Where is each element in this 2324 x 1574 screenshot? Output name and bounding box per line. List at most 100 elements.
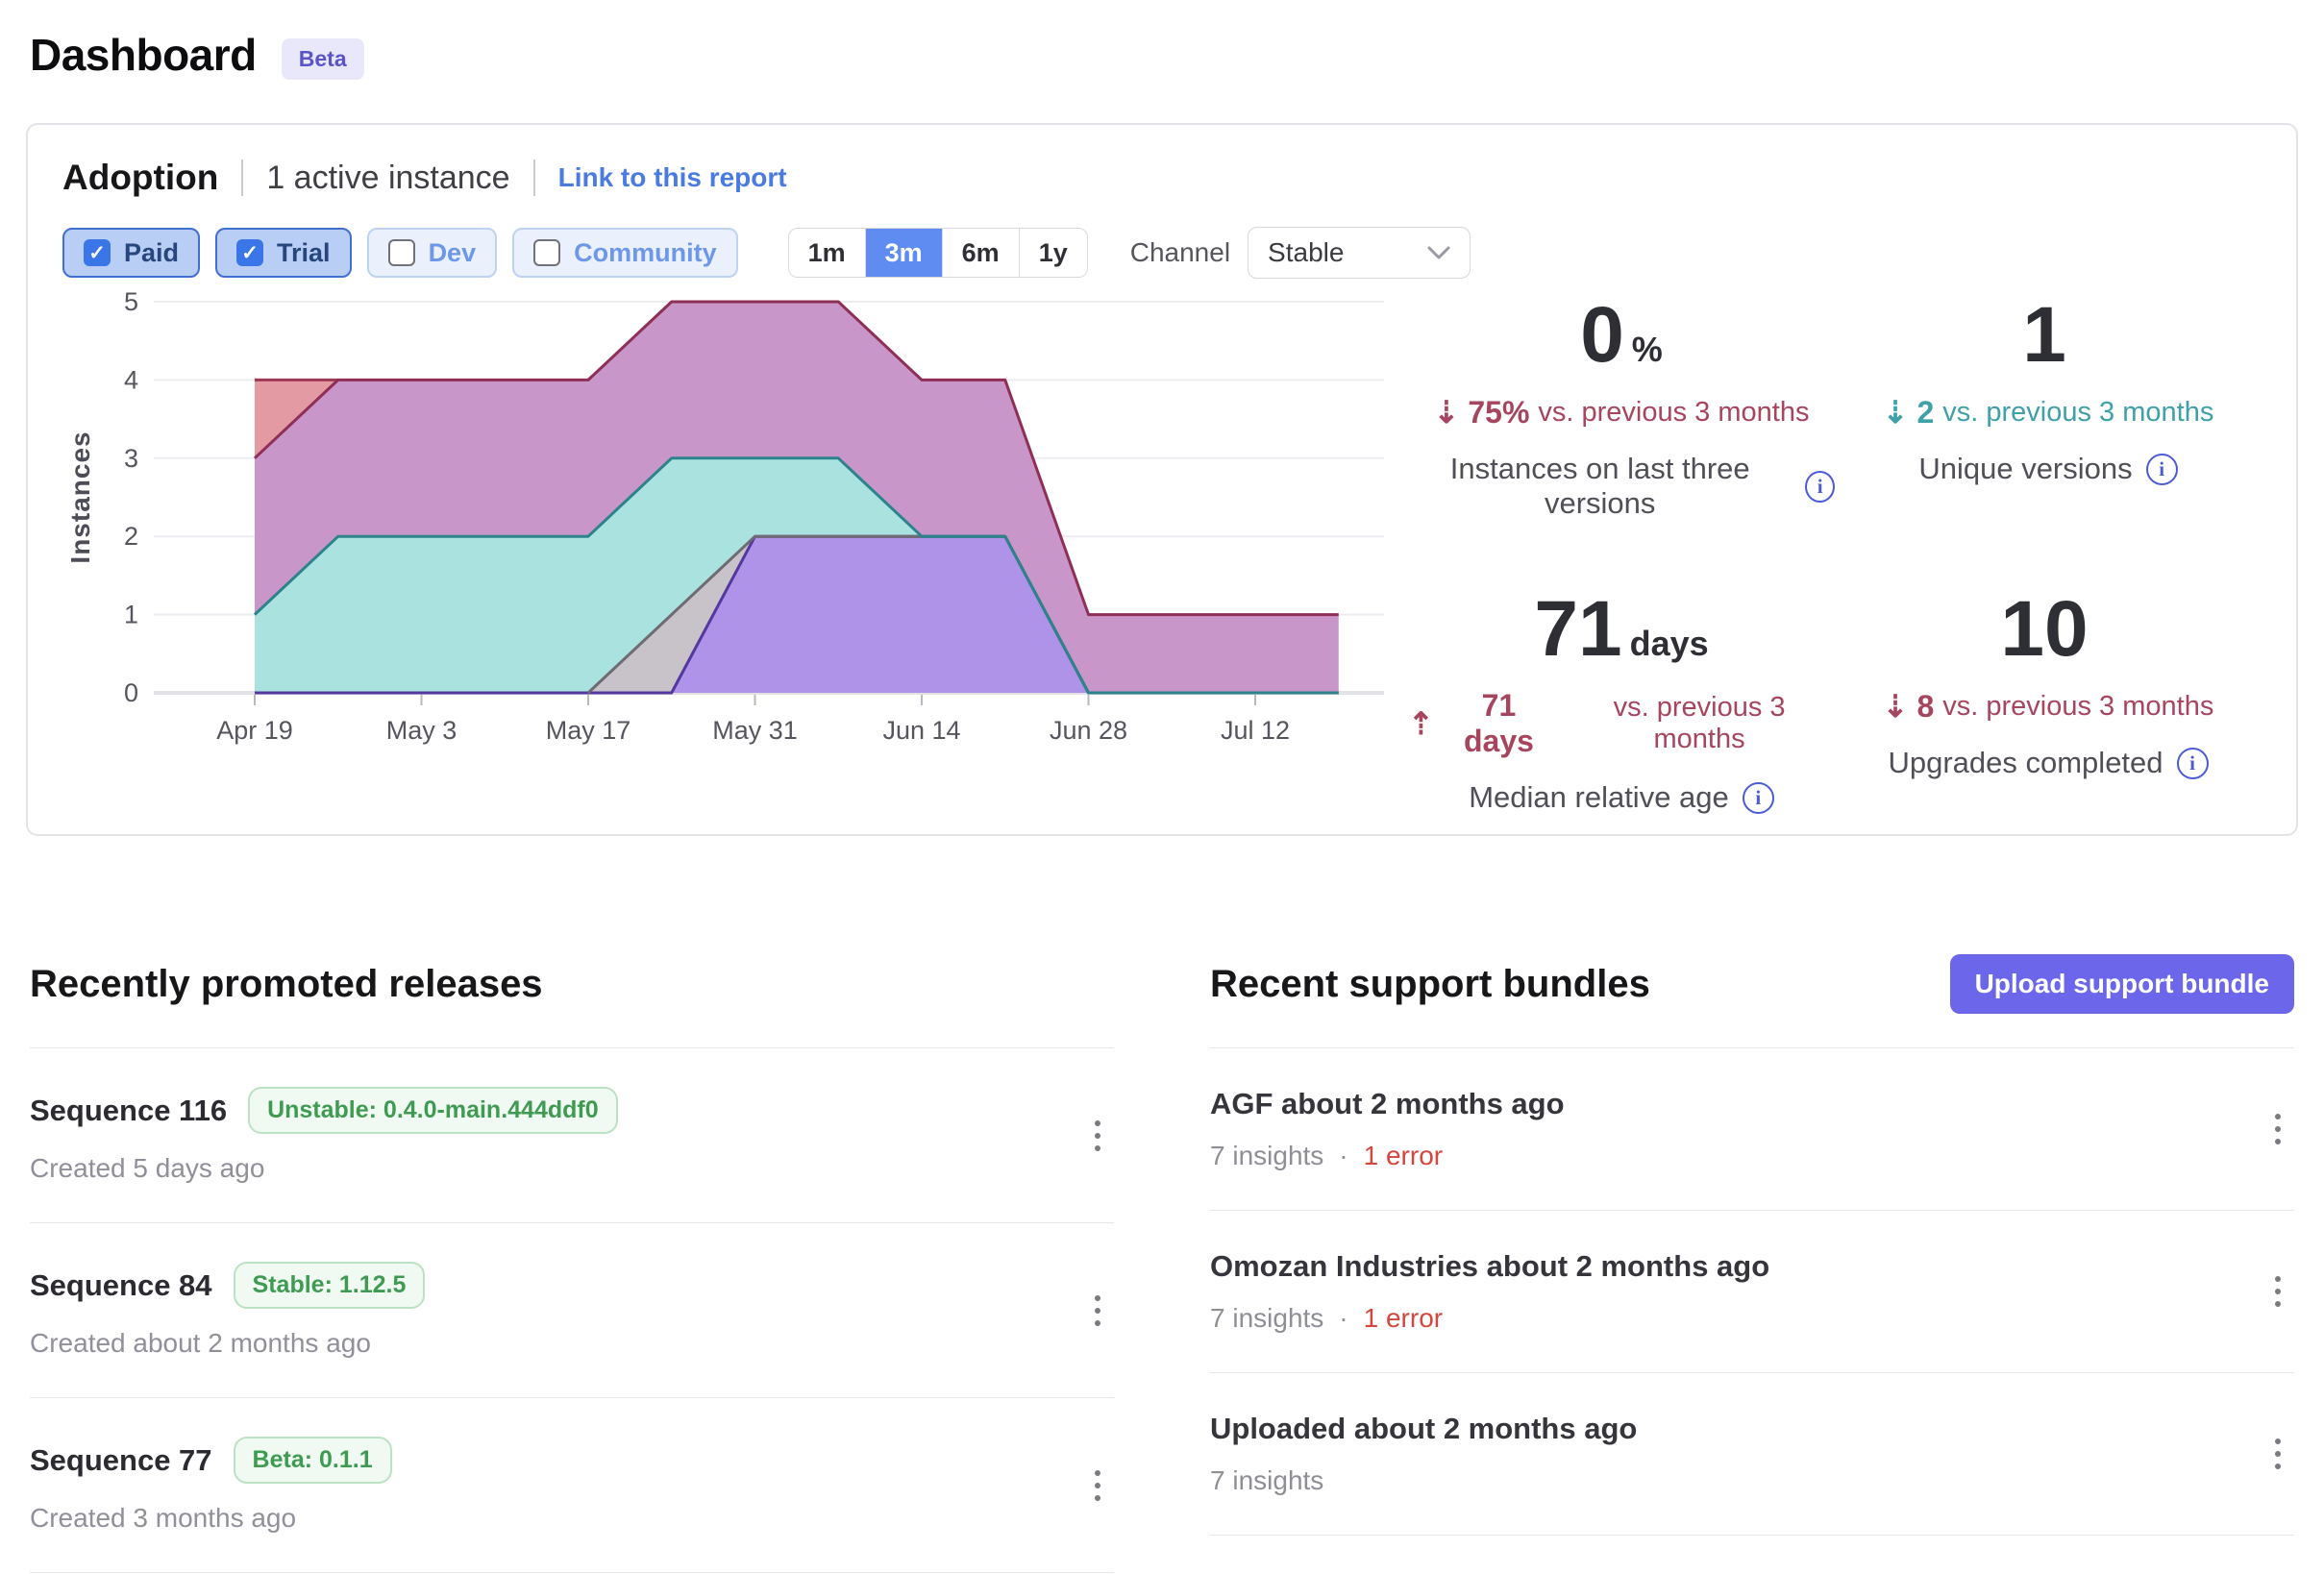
bundle-info: Uploaded about 2 months ago 7 insights ·	[1210, 1412, 1637, 1496]
channel-label: Channel	[1129, 237, 1231, 267]
delta-value: 2	[1916, 394, 1935, 430]
checkbox-icon[interactable]: ✓	[84, 239, 111, 266]
stat-label: Unique versions i	[1918, 452, 2178, 486]
kebab-menu-button[interactable]	[1081, 1111, 1114, 1161]
bundle-name: Uploaded about 2 months ago	[1210, 1412, 1638, 1445]
stat-unique-versions: 1 ⇣ 2 vs. previous 3 months Unique versi…	[1835, 296, 2262, 521]
releases-section: Recently promoted releases Sequence 116 …	[30, 949, 1114, 1574]
bundle-meta: 7 insights · 1 error	[1210, 1303, 1769, 1334]
checkbox-icon[interactable]: ✓	[236, 239, 264, 266]
stat-value: 71 days	[1534, 590, 1708, 669]
info-icon[interactable]: i	[1805, 470, 1835, 503]
range-1y[interactable]: 1y	[1019, 229, 1087, 277]
kebab-menu-button[interactable]	[2262, 1104, 2294, 1154]
info-icon[interactable]: i	[2145, 453, 2178, 485]
bundle-row: Omozan Industries 3 months ago 7 insight…	[1210, 1536, 2294, 1574]
bundle-meta: 7 insights ·	[1210, 1465, 1637, 1496]
release-created: Created 3 months ago	[30, 1503, 297, 1533]
bundle-errors: 1 error	[1363, 1141, 1444, 1170]
kebab-menu-button[interactable]	[2262, 1267, 2294, 1316]
trend-up-icon: ⇡	[1408, 706, 1434, 741]
adoption-title: Adoption	[62, 158, 219, 197]
release-title-line: Sequence 84 Stable: 1.12.5	[30, 1262, 426, 1309]
adoption-card-header: Adoption 1 active instance Link to this …	[62, 158, 2262, 198]
divider	[1210, 1047, 2294, 1048]
release-channel-badge: Beta: 0.1.1	[233, 1437, 392, 1484]
filter-trial[interactable]: ✓ Trial	[215, 228, 352, 278]
range-1m[interactable]: 1m	[788, 229, 866, 277]
filter-label: Trial	[277, 237, 331, 267]
page-title: Dashboard	[30, 30, 257, 80]
stat-upgrades-completed: 10 ⇣ 8 vs. previous 3 months Upgrades co…	[1835, 590, 2262, 815]
beta-badge: Beta	[281, 37, 364, 80]
kebab-menu-button[interactable]	[2262, 1429, 2294, 1479]
y-tick-label: 0	[124, 678, 138, 707]
x-tick-label: May 3	[386, 716, 457, 745]
filter-label: Dev	[428, 237, 477, 267]
stat-label: Instances on last three versions i	[1408, 452, 1835, 521]
stat-delta: ⇡ 71 days vs. previous 3 months	[1408, 688, 1835, 759]
bundle-name: Omozan Industries about 2 months ago	[1210, 1249, 1770, 1283]
range-3m[interactable]: 3m	[865, 229, 943, 277]
bundle-errors: 1 error	[1363, 1303, 1444, 1333]
stat-label-text: Upgrades completed	[1888, 746, 2163, 779]
page-header: Dashboard Beta	[0, 0, 2324, 81]
stat-value: 0 %	[1580, 296, 1663, 375]
support-bundles-section: Recent support bundles Upload support bu…	[1210, 949, 2294, 1574]
release-row: Sequence 116 Unstable: 0.4.0-main.444ddf…	[30, 1048, 1114, 1223]
bundle-row: Uploaded about 2 months ago 7 insights ·	[1210, 1373, 2294, 1536]
stat-delta: ⇣ 2 vs. previous 3 months	[1883, 394, 2214, 430]
filter-community[interactable]: Community	[512, 228, 738, 278]
y-tick-label: 2	[124, 522, 138, 551]
lower-sections: Recently promoted releases Sequence 116 …	[0, 949, 2324, 1574]
stat-number: 10	[2000, 585, 2089, 673]
stat-value: 10	[2000, 590, 2095, 669]
range-6m[interactable]: 6m	[942, 229, 1020, 277]
delta-suffix: vs. previous 3 months	[1942, 690, 2214, 722]
adoption-controls: ✓ Paid ✓ Trial Dev Community 1m 3m 6m 1y…	[62, 227, 2262, 279]
checkbox-icon[interactable]	[533, 239, 561, 266]
stat-label-text: Median relative age	[1469, 780, 1729, 814]
trend-down-icon: ⇣	[1882, 689, 1909, 724]
info-icon[interactable]: i	[2176, 747, 2209, 779]
checkbox-icon[interactable]	[387, 239, 415, 266]
x-tick-label: Jun 28	[1050, 716, 1127, 745]
active-instance-count: 1 active instance	[266, 159, 510, 196]
stat-label: Median relative age i	[1469, 780, 1774, 815]
delta-value: 8	[1916, 688, 1935, 724]
bundle-insights: 7 insights	[1210, 1141, 1324, 1170]
release-title-line: Sequence 77 Beta: 0.1.1	[30, 1437, 392, 1484]
stat-instances-last-three-versions: 0 % ⇣ 75% vs. previous 3 months Instance…	[1408, 296, 1835, 521]
adoption-content: 0 1 2 3 4 5 Apr 19 May 3 May 17 May 31 Jun 14 Jun 2…	[62, 283, 2262, 815]
stat-number: 0	[1580, 291, 1624, 379]
filter-paid[interactable]: ✓ Paid	[62, 228, 201, 278]
stat-median-relative-age: 71 days ⇡ 71 days vs. previous 3 months …	[1408, 590, 1835, 815]
filter-dev[interactable]: Dev	[366, 228, 498, 278]
channel-select[interactable]: Stable	[1248, 227, 1471, 279]
release-created: Created 5 days ago	[30, 1153, 265, 1183]
divider	[30, 1047, 1114, 1048]
upload-support-bundle-button[interactable]: Upload support bundle	[1949, 954, 2294, 1014]
stat-unit: days	[1629, 624, 1709, 663]
adoption-chart: 0 1 2 3 4 5 Apr 19 May 3 May 17 May 31 Jun 14 Jun 2…	[65, 287, 1384, 745]
delta-value: 75%	[1468, 394, 1530, 430]
delta-suffix: vs. previous 3 months	[1538, 396, 1810, 428]
release-channel-badge: Unstable: 0.4.0-main.444ddf0	[248, 1087, 618, 1134]
y-tick-label: 1	[124, 601, 138, 629]
link-to-report[interactable]: Link to this report	[557, 162, 787, 192]
bundle-info: Omozan Industries about 2 months ago 7 i…	[1210, 1249, 1769, 1334]
release-info: Sequence 84 Stable: 1.12.5 Created about…	[30, 1262, 426, 1359]
bundles-title: Recent support bundles	[1210, 962, 1650, 1005]
kebab-menu-button[interactable]	[1081, 1461, 1114, 1511]
release-row: Sequence 84 Stable: 1.12.5 Created about…	[30, 1223, 1114, 1398]
releases-header: Recently promoted releases	[30, 949, 1114, 1019]
info-icon[interactable]: i	[1742, 781, 1774, 814]
filter-label: Community	[574, 237, 717, 267]
bundle-insights: 7 insights	[1210, 1465, 1324, 1495]
stat-number: 71	[1534, 585, 1622, 673]
stat-number: 1	[2022, 291, 2066, 379]
kebab-menu-button[interactable]	[1081, 1286, 1114, 1336]
stat-delta: ⇣ 75% vs. previous 3 months	[1434, 394, 1810, 430]
bundle-insights: 7 insights	[1210, 1303, 1324, 1333]
chevron-down-icon	[1427, 246, 1450, 258]
